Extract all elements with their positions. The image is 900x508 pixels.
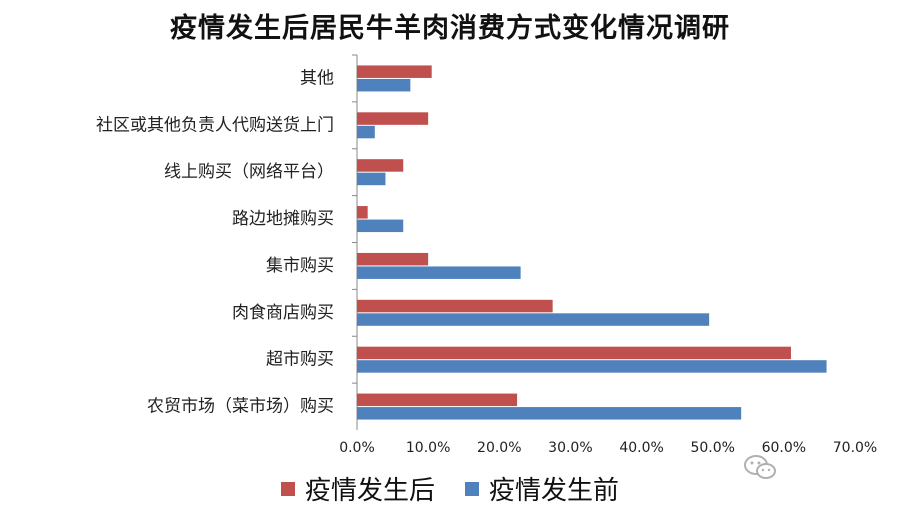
category-label: 其他 [300, 68, 334, 88]
x-tick-label: 30.0% [548, 440, 592, 456]
x-tick-label: 20.0% [477, 440, 521, 456]
bar-before [357, 172, 386, 186]
bar-after [357, 206, 368, 219]
x-tick-label: 40.0% [619, 440, 663, 456]
bar-before [357, 78, 411, 92]
category-label: 肉食商店购买 [232, 303, 334, 323]
bar-before [357, 407, 742, 420]
category-label: 超市购买 [266, 350, 334, 370]
bar-after [357, 299, 553, 313]
bar-after [357, 159, 404, 172]
bar-before [357, 266, 521, 279]
bar-after [357, 65, 432, 78]
bar-before [357, 360, 827, 373]
legend-label-before: 疫情发生前 [489, 476, 620, 506]
category-label: 线上购买（网络平台） [164, 162, 334, 182]
category-label: 集市购买 [266, 256, 334, 276]
bar-after [357, 112, 429, 125]
x-tick-label: 0.0% [339, 440, 375, 456]
category-label: 社区或其他负责人代购送货上门 [96, 115, 334, 135]
wechat-logo-icon [744, 455, 776, 479]
legend-item-after: 疫情发生后 [280, 470, 435, 507]
x-tick-label: 60.0% [762, 440, 806, 456]
bar-after [357, 252, 429, 266]
bar-before [357, 219, 404, 233]
category-label: 农贸市场（菜市场）购买 [147, 397, 334, 417]
x-tick-label: 70.0% [833, 440, 877, 456]
chart-title: 疫情发生后居民牛羊肉消费方式变化情况调研 [170, 13, 730, 44]
legend: 疫情发生后 疫情发生前 [0, 470, 900, 507]
legend-label-after: 疫情发生后 [304, 476, 435, 506]
bar-after [357, 346, 791, 360]
legend-item-before: 疫情发生前 [465, 470, 619, 507]
x-tick-label: 50.0% [690, 440, 734, 456]
bar-before [357, 125, 375, 139]
bar-after [357, 393, 518, 407]
bar-before [357, 313, 710, 326]
legend-swatch-after [280, 481, 295, 496]
x-tick-label: 10.0% [406, 440, 450, 456]
legend-swatch-before [465, 481, 479, 496]
category-label: 路边地摊购买 [232, 209, 334, 229]
